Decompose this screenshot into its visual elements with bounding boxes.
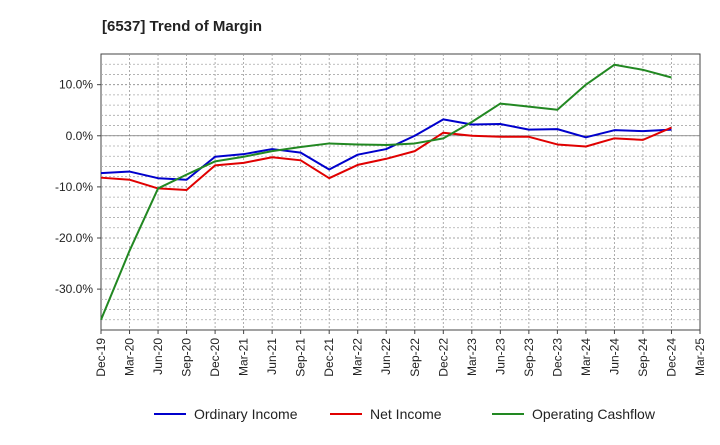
x-tick-label: Mar-20 xyxy=(123,338,137,376)
legend-label-operating-cashflow: Operating Cashflow xyxy=(532,406,656,422)
x-tick-label: Sep-21 xyxy=(294,338,308,377)
y-tick-label: -20.0% xyxy=(55,231,93,245)
x-tick-label: Mar-21 xyxy=(237,338,251,376)
x-tick-label: Sep-24 xyxy=(636,338,650,377)
y-tick-label: 10.0% xyxy=(59,78,93,92)
x-tick-label: Mar-23 xyxy=(465,338,479,376)
legend-label-ordinary-income: Ordinary Income xyxy=(194,406,298,422)
legend-label-net-income: Net Income xyxy=(370,406,442,422)
x-tick-label: Sep-20 xyxy=(180,338,194,377)
series-line-ordinary-income xyxy=(100,118,672,181)
chart-title: [6537] Trend of Margin xyxy=(102,18,262,35)
x-tick-label: Dec-24 xyxy=(664,338,678,377)
x-tick-label: Sep-22 xyxy=(408,338,422,377)
plot-area-frame xyxy=(100,53,701,331)
x-tick-label: Dec-23 xyxy=(550,338,564,377)
y-tick-label: -30.0% xyxy=(55,282,93,296)
y-tick-label: 0.0% xyxy=(66,129,94,143)
x-tick-label: Mar-25 xyxy=(693,338,707,376)
x-tick-label: Sep-23 xyxy=(522,338,536,377)
series-line-net-income xyxy=(100,126,672,191)
x-tick-label: Dec-21 xyxy=(322,338,336,377)
x-tick-label: Mar-24 xyxy=(579,338,593,376)
x-tick-label: Jun-24 xyxy=(607,338,621,375)
series-line-operating-cashflow xyxy=(100,63,672,321)
x-tick-label: Jun-20 xyxy=(151,338,165,375)
x-tick-label: Dec-20 xyxy=(208,338,222,377)
x-tick-label: Jun-22 xyxy=(379,338,393,375)
x-tick-label: Dec-19 xyxy=(94,338,108,377)
x-tick-label: Mar-22 xyxy=(351,338,365,376)
x-tick-label: Dec-22 xyxy=(436,338,450,377)
x-tick-label: Jun-23 xyxy=(493,338,507,375)
x-tick-label: Jun-21 xyxy=(265,338,279,375)
y-tick-label: -10.0% xyxy=(55,180,93,194)
